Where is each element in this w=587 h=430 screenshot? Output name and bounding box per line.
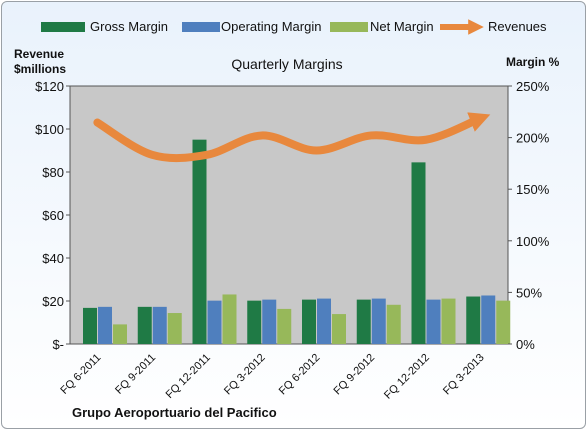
bar-operating-margin-4 xyxy=(317,298,331,344)
left-tick-label-3: $60 xyxy=(42,208,64,223)
x-tick-label-2: FQ 12-2011 xyxy=(164,352,213,401)
right-tick-label-2: 100% xyxy=(516,234,550,249)
bar-operating-margin-3 xyxy=(262,299,277,344)
x-axis: FQ 6-2011 FQ 9-2011 FQ 12-2011 FQ 3-2012 FQ … xyxy=(58,352,486,402)
bar-gross-margin-0 xyxy=(83,307,97,344)
right-axis: 0% 50% 100% 150% 200% 250% xyxy=(508,79,550,352)
bar-net-margin-5 xyxy=(386,304,401,344)
bar-net-margin-1 xyxy=(167,313,182,344)
right-tick-label-3: 150% xyxy=(516,182,550,197)
left-tick-label-4: $80 xyxy=(42,165,64,180)
bar-gross-margin-5 xyxy=(356,299,371,344)
bar-operating-margin-0 xyxy=(98,306,112,344)
x-tick-label-3: FQ 3-2012 xyxy=(222,352,268,398)
bars-layer xyxy=(83,139,511,344)
legend: Gross Margin Operating Margin Net Margin… xyxy=(41,19,547,35)
legend-label-revenues: Revenues xyxy=(488,19,547,34)
bar-operating-margin-6 xyxy=(426,299,441,344)
left-tick-label-6: $120 xyxy=(35,79,64,94)
bar-net-margin-3 xyxy=(277,308,292,344)
bar-net-margin-4 xyxy=(332,314,346,344)
bar-net-margin-0 xyxy=(113,324,127,344)
legend-swatch-operating-margin xyxy=(182,22,220,32)
left-axis-label-line2: $millions xyxy=(14,62,66,76)
bar-gross-margin-4 xyxy=(302,299,316,344)
left-tick-label-5: $100 xyxy=(35,122,64,137)
right-tick-label-4: 200% xyxy=(516,131,550,146)
right-tick-label-1: 50% xyxy=(516,285,542,300)
x-tick-label-7: FQ 3-2013 xyxy=(441,352,487,398)
right-tick-label-5: 250% xyxy=(516,79,550,94)
series-line-revenues xyxy=(93,112,491,163)
legend-swatch-gross-margin xyxy=(41,22,85,32)
bar-gross-margin-6 xyxy=(411,162,426,344)
bar-net-margin-6 xyxy=(441,298,456,344)
left-tick-label-1: $20 xyxy=(42,294,64,309)
bar-net-margin-7 xyxy=(496,300,511,344)
chart-title: Quarterly Margins xyxy=(231,56,342,72)
left-axis: $- $20 $40 $60 $80 $100 $120 xyxy=(35,79,70,352)
bar-operating-margin-1 xyxy=(152,306,167,344)
right-tick-label-0: 0% xyxy=(516,337,535,352)
legend-label-net-margin: Net Margin xyxy=(370,19,434,34)
bar-gross-margin-1 xyxy=(137,306,152,344)
left-axis-label-line1: Revenue xyxy=(14,47,64,61)
right-axis-label: Margin % xyxy=(506,55,560,69)
bar-gross-margin-3 xyxy=(247,300,262,344)
left-tick-label-0: $- xyxy=(52,337,64,352)
x-tick-label-0: FQ 6-2011 xyxy=(58,352,103,397)
bar-operating-margin-7 xyxy=(481,295,496,344)
bar-net-margin-2 xyxy=(222,294,237,344)
x-tick-label-6: FQ 12-2012 xyxy=(382,352,432,402)
bar-gross-margin-2 xyxy=(192,139,207,344)
bar-operating-margin-2 xyxy=(207,300,222,344)
legend-swatch-net-margin xyxy=(330,22,368,32)
bar-operating-margin-5 xyxy=(371,298,386,344)
bar-gross-margin-7 xyxy=(466,296,481,344)
x-tick-label-4: FQ 6-2012 xyxy=(277,352,323,398)
company-name: Grupo Aeroportuario del Pacifico xyxy=(72,405,277,420)
legend-label-gross-margin: Gross Margin xyxy=(90,19,168,34)
left-tick-label-2: $40 xyxy=(42,251,64,266)
x-tick-label-1: FQ 9-2011 xyxy=(113,352,158,397)
x-tick-label-5: FQ 9-2012 xyxy=(332,352,378,398)
legend-label-operating-margin: Operating Margin xyxy=(221,19,321,34)
